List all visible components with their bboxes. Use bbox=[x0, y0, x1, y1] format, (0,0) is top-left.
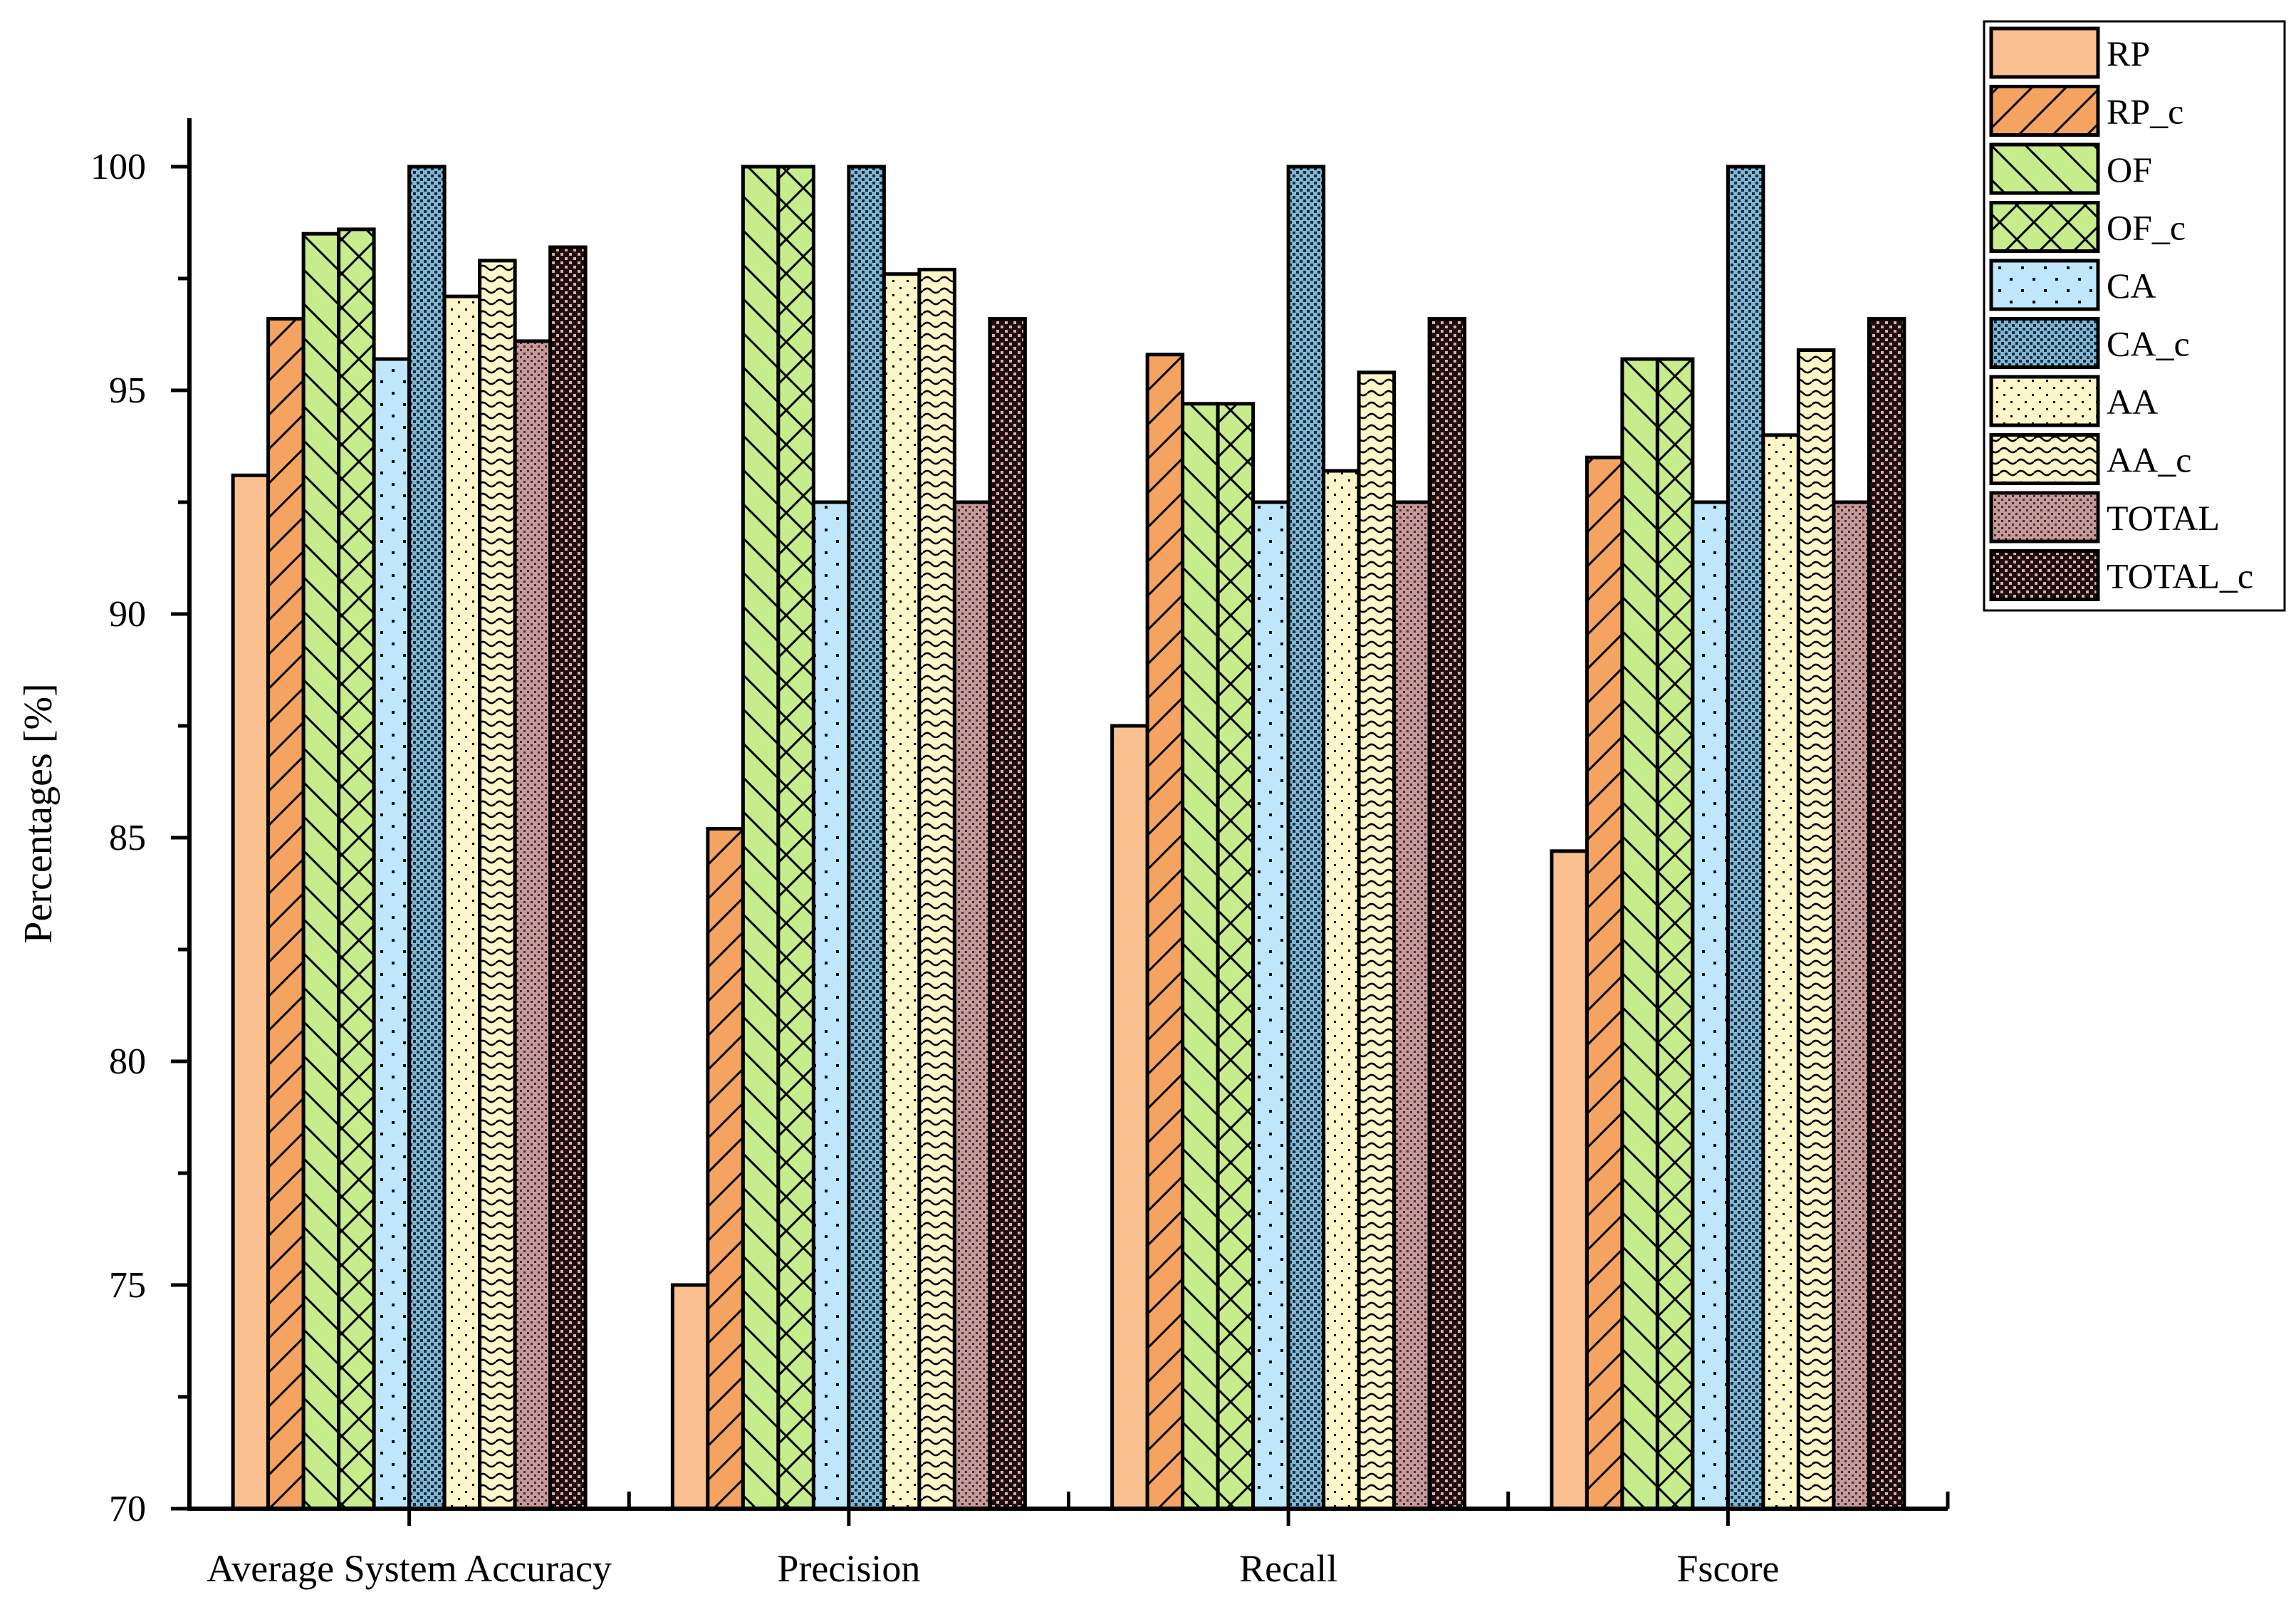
bar-total-3 bbox=[1832, 500, 1871, 1511]
bar-ca-c-3 bbox=[1726, 165, 1765, 1511]
legend-label: AA_c bbox=[2107, 440, 2191, 480]
y-axis-title: Percentages [%] bbox=[16, 683, 61, 943]
legend-label: CA_c bbox=[2107, 324, 2190, 364]
bar-of-c-2 bbox=[1216, 402, 1256, 1511]
bar-rp-c-1 bbox=[706, 826, 745, 1511]
bar-total-c-3 bbox=[1867, 317, 1906, 1511]
legend-swatch-rp-c bbox=[1989, 85, 2100, 137]
x-ticks-group: Average System Accuracy Precision Recall Fs… bbox=[187, 1492, 1950, 1590]
bar-of-c-3 bbox=[1655, 357, 1695, 1511]
bar-aa-1 bbox=[882, 272, 922, 1511]
y-tick-label: 100 bbox=[90, 147, 146, 187]
x-category-label: Fscore bbox=[1676, 1547, 1779, 1590]
bar-rp-3 bbox=[1550, 849, 1589, 1511]
bar-rp-1 bbox=[670, 1283, 710, 1511]
bar-ca-3 bbox=[1691, 500, 1730, 1511]
bar-aa-c-0 bbox=[478, 259, 517, 1511]
x-category-label: Average System Accuracy bbox=[207, 1547, 612, 1590]
legend-label: TOTAL_c bbox=[2107, 556, 2253, 596]
legend-swatch-rp bbox=[1989, 26, 2100, 79]
bar-ca-2 bbox=[1251, 500, 1290, 1511]
bar-rp-c-3 bbox=[1585, 455, 1624, 1511]
legend-label: TOTAL bbox=[2107, 498, 2220, 538]
bar-rp-2 bbox=[1110, 724, 1149, 1511]
bar-ca-c-1 bbox=[847, 165, 886, 1511]
bar-of-3 bbox=[1620, 357, 1659, 1511]
bar-total-c-2 bbox=[1427, 317, 1467, 1511]
legend-swatch-total-c bbox=[1989, 549, 2100, 601]
bar-aa-c-2 bbox=[1357, 370, 1397, 1511]
bar-total-2 bbox=[1392, 500, 1431, 1511]
bar-rp-c-2 bbox=[1145, 353, 1185, 1511]
bar-ca-c-0 bbox=[407, 165, 447, 1511]
legend-swatch-of-c bbox=[1989, 201, 2100, 253]
bar-of-0 bbox=[301, 232, 341, 1511]
x-category-label: Precision bbox=[777, 1547, 920, 1590]
bar-aa-c-3 bbox=[1796, 348, 1836, 1511]
bar-of-c-0 bbox=[337, 227, 376, 1511]
legend-swatch-aa-c bbox=[1989, 433, 2100, 485]
y-tick-label: 80 bbox=[109, 1041, 146, 1082]
bar-total-0 bbox=[513, 339, 553, 1511]
bar-aa-3 bbox=[1761, 433, 1800, 1511]
y-tick-label: 70 bbox=[109, 1489, 146, 1529]
bar-total-c-1 bbox=[988, 317, 1027, 1511]
bar-aa-c-1 bbox=[917, 267, 956, 1511]
legend-label: CA bbox=[2107, 266, 2156, 306]
legend-swatch-of bbox=[1989, 142, 2100, 195]
y-ticks-group: 70 75 80 85 90 95 100 bbox=[90, 147, 189, 1529]
bars-group bbox=[231, 165, 1906, 1511]
legend-swatch-ca-c bbox=[1989, 317, 2100, 369]
legend-swatch-total bbox=[1989, 491, 2100, 543]
legend-swatch-aa bbox=[1989, 375, 2100, 427]
y-tick-label: 85 bbox=[109, 818, 146, 858]
legend-label: RP bbox=[2107, 33, 2150, 73]
legend-label: OF_c bbox=[2107, 208, 2186, 248]
bar-ca-1 bbox=[811, 500, 851, 1511]
legend-label: RP_c bbox=[2107, 92, 2183, 132]
bar-rp-0 bbox=[231, 473, 271, 1511]
bar-total-c-0 bbox=[548, 245, 588, 1511]
bar-of-c-1 bbox=[776, 165, 815, 1511]
bar-of-1 bbox=[741, 165, 781, 1511]
legend-swatch-ca bbox=[1989, 259, 2100, 311]
bar-ca-c-2 bbox=[1286, 165, 1326, 1511]
y-tick-label: 95 bbox=[109, 370, 146, 411]
x-category-label: Recall bbox=[1239, 1547, 1337, 1590]
bar-rp-c-0 bbox=[266, 317, 306, 1511]
legend-label: OF bbox=[2107, 150, 2152, 189]
legend: RP RP_c OF OF_c CA CA_c AA AA_c TOTAL TOTAL_c bbox=[1983, 20, 2286, 612]
bar-of-2 bbox=[1181, 402, 1220, 1511]
legend-label: AA bbox=[2107, 382, 2158, 422]
bar-total-1 bbox=[952, 500, 992, 1511]
bar-ca-0 bbox=[372, 357, 412, 1511]
y-tick-label: 75 bbox=[109, 1265, 146, 1306]
y-tick-label: 90 bbox=[109, 594, 146, 635]
bar-aa-2 bbox=[1322, 469, 1361, 1511]
bar-aa-0 bbox=[442, 294, 482, 1511]
